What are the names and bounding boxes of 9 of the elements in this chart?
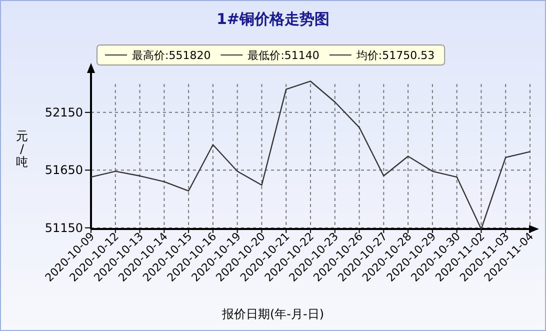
y-tick-label: 52150 [44, 105, 83, 120]
y-axis-title: 元/吨 [16, 129, 28, 169]
y-tick-label: 51650 [44, 163, 83, 178]
chart-title: 1#铜价格走势图 [216, 10, 330, 28]
text: 均价:51750.53 [355, 49, 435, 62]
x-axis-title: 报价日期(年-月-日) [220, 307, 324, 321]
y-tick-label: 51150 [44, 220, 83, 235]
text: 最高价:551820 [132, 49, 211, 62]
text: 最低价:51140 [248, 49, 320, 62]
